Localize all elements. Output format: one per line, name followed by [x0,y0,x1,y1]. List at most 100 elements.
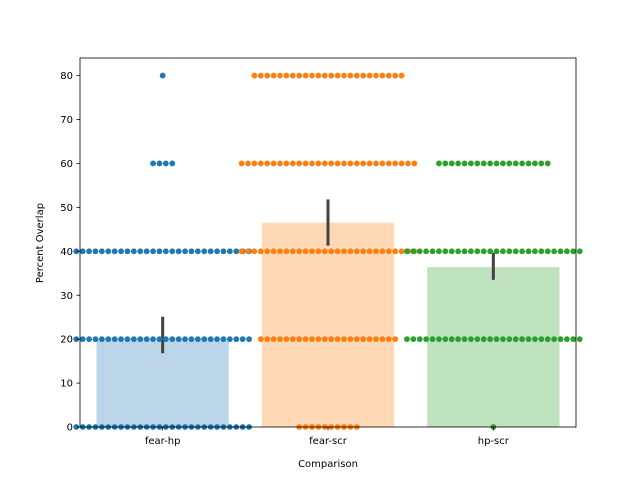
point-hp-scr [468,336,474,343]
point-hp-scr [487,248,494,255]
point-fear-scr [289,248,296,255]
point-hp-scr [448,160,455,167]
point-hp-scr [506,248,513,255]
point-fear-scr [328,72,335,79]
point-hp-scr [519,160,526,167]
point-fear-scr [302,248,309,255]
point-hp-scr [448,336,455,343]
point-hp-scr [416,248,423,255]
point-hp-scr [544,248,551,255]
point-fear-scr [257,72,264,79]
point-fear-hp [118,336,124,343]
point-fear-scr [353,248,360,255]
point-fear-scr [264,72,271,79]
point-hp-scr [506,160,513,167]
point-fear-scr [366,160,373,167]
point-fear-scr [328,160,335,167]
point-hp-scr [436,248,442,255]
point-fear-scr [353,160,360,167]
point-fear-scr [392,336,399,343]
point-fear-hp [137,248,144,255]
point-hp-scr [480,248,487,255]
point-fear-scr [257,248,264,255]
point-hp-scr [500,248,506,255]
point-fear-scr [264,336,271,343]
point-hp-scr [423,248,430,255]
point-fear-hp [188,248,195,255]
point-fear-hp [162,248,169,255]
point-hp-scr [461,336,468,343]
point-hp-scr [474,336,481,343]
point-fear-hp [220,248,227,255]
point-fear-scr [334,72,341,79]
point-fear-scr [347,160,354,167]
point-fear-scr [385,72,392,79]
point-fear-scr [251,248,258,255]
point-fear-scr [270,248,277,255]
point-hp-scr [557,336,564,343]
point-fear-hp [143,248,150,255]
point-fear-scr [385,160,392,167]
point-fear-hp [118,248,124,255]
axes: 0 10 20 30 40 50 60 70 80 fear-hp fear-scr hp-scr [60,57,577,447]
point-fear-scr [373,160,379,167]
point-hp-scr [500,336,506,343]
point-fear-hp [150,336,156,343]
point-hp-scr [429,248,436,255]
point-hp-scr [455,336,462,343]
point-fear-hp [156,336,163,343]
point-hp-scr [448,248,455,255]
point-fear-scr [366,248,373,255]
y-tick-label: 80 [60,71,73,82]
point-hp-scr [480,160,487,167]
point-fear-hp [207,248,214,255]
point-fear-scr [302,336,309,343]
point-fear-hp [111,336,118,343]
point-hp-scr [442,336,449,343]
point-hp-scr [423,336,430,343]
point-fear-hp [150,160,156,167]
point-hp-scr [493,160,500,167]
point-hp-scr [404,248,410,255]
bar-hp-scr [427,267,560,427]
point-fear-scr [373,336,379,343]
point-fear-hp [73,424,80,430]
point-fear-hp [111,248,118,255]
point-fear-hp [73,336,80,343]
point-fear-scr [392,160,399,167]
point-fear-scr [296,248,303,255]
point-fear-scr [334,248,341,255]
point-fear-scr [360,72,367,79]
point-fear-hp [188,336,195,343]
point-fear-hp [156,160,163,167]
point-fear-hp [201,336,208,343]
point-fear-scr [309,248,315,255]
point-hp-scr [519,248,526,255]
point-fear-hp [175,336,182,343]
point-fear-scr [334,336,341,343]
point-fear-scr [302,160,309,167]
point-fear-scr [392,248,399,255]
bar-fear-hp [96,338,229,427]
point-hp-scr [532,248,538,255]
point-fear-hp [143,336,150,343]
point-fear-scr [296,72,303,79]
point-hp-scr [538,248,545,255]
point-fear-scr [328,336,335,343]
swarm-points [73,72,583,430]
point-fear-scr [270,72,277,79]
point-fear-scr [238,248,245,255]
point-fear-scr [315,336,322,343]
point-hp-scr [480,336,487,343]
point-fear-scr [257,160,264,167]
point-fear-scr [398,72,405,79]
point-hp-scr [525,248,532,255]
point-fear-scr [315,248,322,255]
point-fear-hp [98,336,105,343]
point-fear-hp [98,248,105,255]
point-fear-scr [341,160,347,167]
point-hp-scr [461,248,468,255]
point-hp-scr [576,248,583,255]
point-fear-scr [328,248,335,255]
point-hp-scr [519,336,526,343]
